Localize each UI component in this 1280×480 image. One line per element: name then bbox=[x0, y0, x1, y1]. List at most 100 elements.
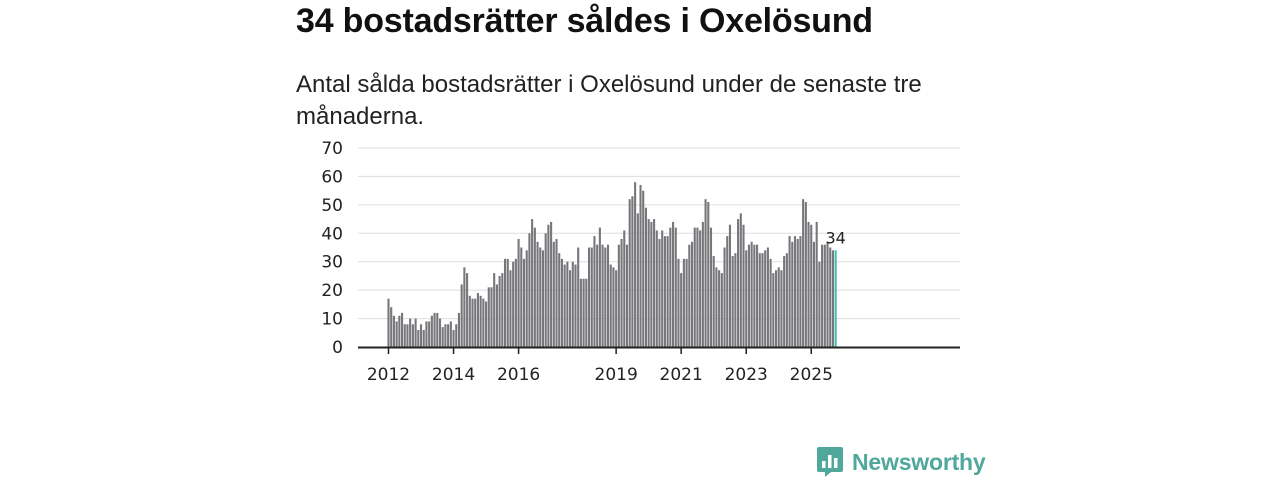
bar bbox=[823, 244, 826, 347]
bar bbox=[585, 278, 588, 347]
bar bbox=[536, 241, 539, 347]
bar bbox=[682, 258, 685, 347]
bar bbox=[506, 258, 509, 347]
bar bbox=[615, 270, 618, 347]
bar bbox=[747, 244, 750, 347]
bar bbox=[482, 298, 485, 347]
bar bbox=[696, 227, 699, 347]
bar bbox=[753, 244, 756, 347]
bar bbox=[699, 230, 702, 347]
bar bbox=[756, 244, 759, 347]
bar bbox=[449, 321, 452, 347]
bar bbox=[425, 321, 428, 347]
bar bbox=[552, 241, 555, 347]
x-tick-label-2014: 2014 bbox=[432, 365, 475, 385]
bar bbox=[493, 273, 496, 347]
bar bbox=[625, 244, 629, 347]
bar bbox=[539, 247, 542, 347]
bar bbox=[460, 284, 463, 347]
bar bbox=[612, 267, 615, 347]
bar bbox=[463, 267, 466, 347]
bar bbox=[466, 273, 469, 347]
bar bbox=[609, 264, 612, 347]
bar bbox=[560, 258, 563, 347]
bar bbox=[558, 253, 561, 347]
bar bbox=[433, 312, 436, 347]
bar bbox=[672, 221, 675, 347]
bar bbox=[452, 329, 455, 347]
bar bbox=[447, 324, 450, 347]
bar bbox=[457, 312, 461, 347]
bar bbox=[647, 219, 650, 347]
bar bbox=[761, 253, 764, 347]
y-tick-label-70: 70 bbox=[321, 139, 343, 159]
bar bbox=[745, 250, 748, 347]
bar bbox=[417, 329, 420, 347]
bar bbox=[398, 315, 401, 347]
bar bbox=[623, 230, 626, 347]
bar bbox=[474, 298, 477, 347]
bar bbox=[596, 244, 599, 347]
x-tick-label-2025: 2025 bbox=[790, 365, 833, 385]
bar bbox=[606, 244, 610, 347]
bar bbox=[644, 207, 647, 347]
bar bbox=[791, 241, 794, 347]
bar bbox=[563, 264, 566, 347]
bar bbox=[653, 219, 656, 347]
bar bbox=[403, 324, 406, 347]
bar bbox=[709, 227, 713, 347]
bar bbox=[685, 258, 688, 347]
x-tick-label-2023: 2023 bbox=[725, 365, 768, 385]
x-axis-ticks: 2012 2014 2016 2019 2021 2023 2025 bbox=[367, 348, 833, 385]
bar bbox=[680, 273, 683, 347]
bar bbox=[693, 227, 696, 347]
bar bbox=[764, 250, 767, 347]
bar bbox=[512, 261, 515, 347]
bar bbox=[718, 270, 721, 347]
bar bbox=[829, 247, 832, 347]
bar-chart: 0 10 20 30 40 50 60 70 2012 2014 2016 2019 2021 2023… bbox=[321, 139, 960, 385]
newsworthy-logo-icon bbox=[817, 447, 843, 477]
y-axis-ticks: 0 10 20 30 40 50 60 70 bbox=[321, 139, 343, 358]
bar bbox=[569, 270, 572, 347]
bar bbox=[490, 287, 493, 347]
bar bbox=[571, 261, 574, 347]
bar bbox=[655, 230, 658, 347]
bar bbox=[528, 233, 531, 347]
bar bbox=[590, 247, 593, 347]
bar bbox=[395, 321, 398, 347]
bar bbox=[723, 247, 726, 347]
chart-subtitle: Antal sålda bostadsrätter i Oxelösund un… bbox=[296, 71, 922, 130]
bar bbox=[406, 324, 409, 347]
x-tick-label-2019: 2019 bbox=[595, 365, 638, 385]
bar bbox=[547, 224, 550, 347]
y-tick-label-30: 30 bbox=[321, 253, 343, 273]
y-tick-label-20: 20 bbox=[321, 281, 343, 301]
bar bbox=[455, 324, 458, 347]
bar bbox=[758, 253, 761, 347]
bar bbox=[634, 182, 637, 347]
bar bbox=[604, 247, 607, 347]
bar bbox=[650, 221, 653, 347]
y-tick-label-0: 0 bbox=[332, 338, 343, 358]
bar bbox=[701, 221, 704, 347]
bar bbox=[487, 287, 490, 347]
bar bbox=[831, 250, 834, 347]
bar bbox=[409, 318, 412, 347]
bar bbox=[707, 202, 710, 347]
bar bbox=[802, 199, 805, 347]
bar bbox=[574, 264, 577, 347]
bar bbox=[704, 199, 707, 347]
bar bbox=[430, 315, 433, 347]
bar bbox=[441, 327, 444, 347]
bar bbox=[690, 241, 694, 347]
chart-title: 34 bostadsrätter såldes i Oxelösund bbox=[296, 2, 873, 40]
bar bbox=[587, 247, 591, 347]
bar bbox=[550, 221, 553, 347]
bar bbox=[666, 236, 669, 347]
bar bbox=[525, 250, 528, 347]
bar bbox=[471, 298, 474, 347]
bar bbox=[658, 238, 661, 347]
last-value-label: 34 bbox=[825, 228, 845, 247]
bar bbox=[734, 253, 737, 347]
